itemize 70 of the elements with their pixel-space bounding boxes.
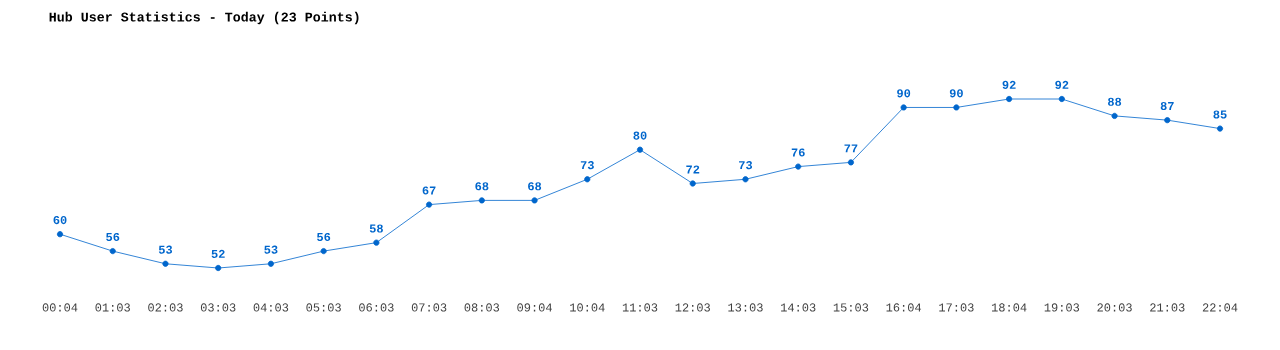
data-label: 90: [897, 89, 911, 98]
point: [1058, 95, 1065, 103]
x-tick-label: 03:03: [200, 303, 236, 312]
point: [531, 197, 538, 204]
x-tick-label: 19:03: [1044, 303, 1080, 312]
x-tick-label: 01:03: [95, 303, 130, 312]
x-tick-label: 21:03: [1150, 303, 1185, 312]
data-label: 73: [739, 161, 753, 170]
data-label: 92: [1002, 80, 1016, 89]
x-tick-label: 00:04: [42, 303, 78, 312]
data-label: 77: [844, 144, 858, 153]
x-tick-label: 04:03: [253, 303, 289, 312]
point: [584, 176, 591, 183]
point: [742, 176, 749, 183]
point: [56, 231, 64, 238]
chart-title: Hub User Statistics - Today (23 Points): [49, 11, 359, 25]
point: [795, 163, 802, 170]
point: [1216, 125, 1224, 132]
x-tick-label: 09:04: [517, 303, 552, 312]
point: [953, 104, 960, 111]
point: [109, 248, 116, 255]
data-label: 88: [1108, 97, 1122, 106]
point: [373, 239, 380, 246]
x-tick-label: 14:03: [781, 303, 816, 312]
x-tick-label: 02:03: [148, 303, 183, 312]
point: [267, 260, 274, 267]
point: [1111, 112, 1118, 119]
point: [162, 260, 169, 267]
point: [900, 104, 907, 111]
data-label: 87: [1160, 101, 1174, 111]
point: [478, 197, 485, 204]
x-tick-label: 08:03: [464, 303, 500, 312]
point: [689, 180, 696, 187]
x-tick-label: 17:03: [939, 303, 974, 312]
data-label: 90: [949, 89, 963, 98]
point: [1164, 117, 1171, 124]
data-label: 73: [580, 161, 594, 170]
x-tick-label: 10:04: [570, 303, 605, 312]
point: [426, 201, 433, 208]
data-label: 60: [53, 216, 67, 225]
x-tick-label: 07:03: [411, 303, 447, 312]
data-label: 68: [528, 182, 542, 191]
point: [215, 264, 222, 272]
data-label: 67: [422, 186, 436, 195]
data-label: 53: [264, 245, 278, 254]
x-tick-label: 12:03: [675, 303, 710, 312]
data-label: 56: [317, 232, 331, 242]
point: [320, 248, 327, 255]
data-label: 53: [158, 245, 173, 254]
x-tick-label: 22:04: [1202, 303, 1238, 312]
data-label: 56: [106, 232, 120, 242]
x-tick-label: 11:03: [622, 303, 658, 312]
x-tick-label: 15:03: [833, 303, 869, 312]
data-label: 52: [211, 249, 225, 258]
data-label: 92: [1055, 80, 1069, 89]
x-tick-label: 05:03: [306, 303, 341, 312]
x-tick-label: 20:03: [1097, 303, 1132, 312]
x-tick-label: 13:03: [728, 303, 763, 312]
point: [1006, 95, 1013, 103]
x-tick-label: 18:04: [991, 303, 1027, 312]
point: [847, 159, 854, 166]
data-label: 68: [475, 182, 489, 191]
x-tick-label: 06:03: [359, 303, 394, 312]
data-label: 72: [686, 165, 700, 174]
x-tick-label: 16:04: [886, 303, 922, 312]
data-label: 85: [1213, 110, 1227, 119]
data-label: 58: [369, 224, 383, 233]
data-label: 80: [633, 131, 647, 140]
point: [636, 146, 644, 153]
data-label: 76: [791, 148, 805, 157]
